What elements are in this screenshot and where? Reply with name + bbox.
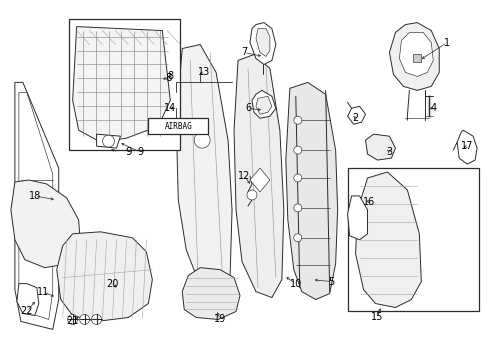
Text: 14: 14	[164, 103, 176, 113]
Polygon shape	[255, 96, 271, 114]
Text: 13: 13	[198, 67, 210, 77]
Text: 7: 7	[241, 48, 246, 58]
Circle shape	[293, 204, 301, 212]
Text: 11: 11	[37, 287, 49, 297]
Text: 16: 16	[363, 197, 375, 207]
Text: 12: 12	[237, 171, 250, 181]
Circle shape	[194, 132, 210, 148]
Polygon shape	[11, 180, 81, 268]
Polygon shape	[73, 27, 170, 142]
Polygon shape	[365, 134, 395, 160]
Polygon shape	[355, 172, 421, 307]
Bar	[68, 19, 180, 150]
Circle shape	[102, 135, 114, 147]
Circle shape	[67, 315, 78, 324]
Text: 4: 4	[429, 103, 435, 113]
Polygon shape	[176, 45, 232, 292]
Polygon shape	[285, 82, 337, 300]
Circle shape	[246, 190, 256, 200]
Circle shape	[293, 146, 301, 154]
Text: 19: 19	[214, 314, 226, 324]
Text: 18: 18	[29, 191, 41, 201]
Bar	[347, 168, 478, 311]
Polygon shape	[96, 134, 120, 148]
Text: 20: 20	[106, 279, 119, 289]
Polygon shape	[182, 268, 240, 319]
Bar	[148, 118, 208, 134]
Text: 8: 8	[164, 73, 171, 84]
Circle shape	[91, 315, 102, 324]
Circle shape	[80, 315, 89, 324]
Polygon shape	[234, 54, 283, 298]
Polygon shape	[255, 28, 269, 57]
Text: 8: 8	[167, 71, 173, 81]
Polygon shape	[15, 82, 59, 329]
Text: 9: 9	[137, 147, 143, 157]
Text: 6: 6	[244, 103, 250, 113]
Polygon shape	[17, 284, 39, 315]
Text: 2: 2	[352, 113, 358, 123]
Text: 17: 17	[460, 141, 472, 151]
Polygon shape	[251, 90, 275, 118]
Polygon shape	[347, 196, 367, 240]
Polygon shape	[347, 106, 365, 124]
Polygon shape	[249, 168, 269, 192]
Circle shape	[293, 174, 301, 182]
Polygon shape	[388, 23, 438, 90]
Text: AIRBAG: AIRBAG	[164, 122, 192, 131]
Text: 10: 10	[289, 279, 301, 289]
Text: 22: 22	[20, 306, 33, 316]
Text: 3: 3	[386, 147, 392, 157]
Polygon shape	[412, 54, 421, 62]
Text: 5: 5	[328, 276, 334, 287]
Polygon shape	[249, 23, 275, 64]
Polygon shape	[456, 130, 476, 164]
Polygon shape	[57, 232, 152, 321]
Text: 9: 9	[125, 147, 131, 157]
Text: 21: 21	[66, 316, 79, 327]
Text: 1: 1	[443, 37, 449, 48]
Circle shape	[293, 116, 301, 124]
Text: 15: 15	[370, 312, 383, 323]
Polygon shape	[399, 32, 432, 76]
Circle shape	[293, 234, 301, 242]
